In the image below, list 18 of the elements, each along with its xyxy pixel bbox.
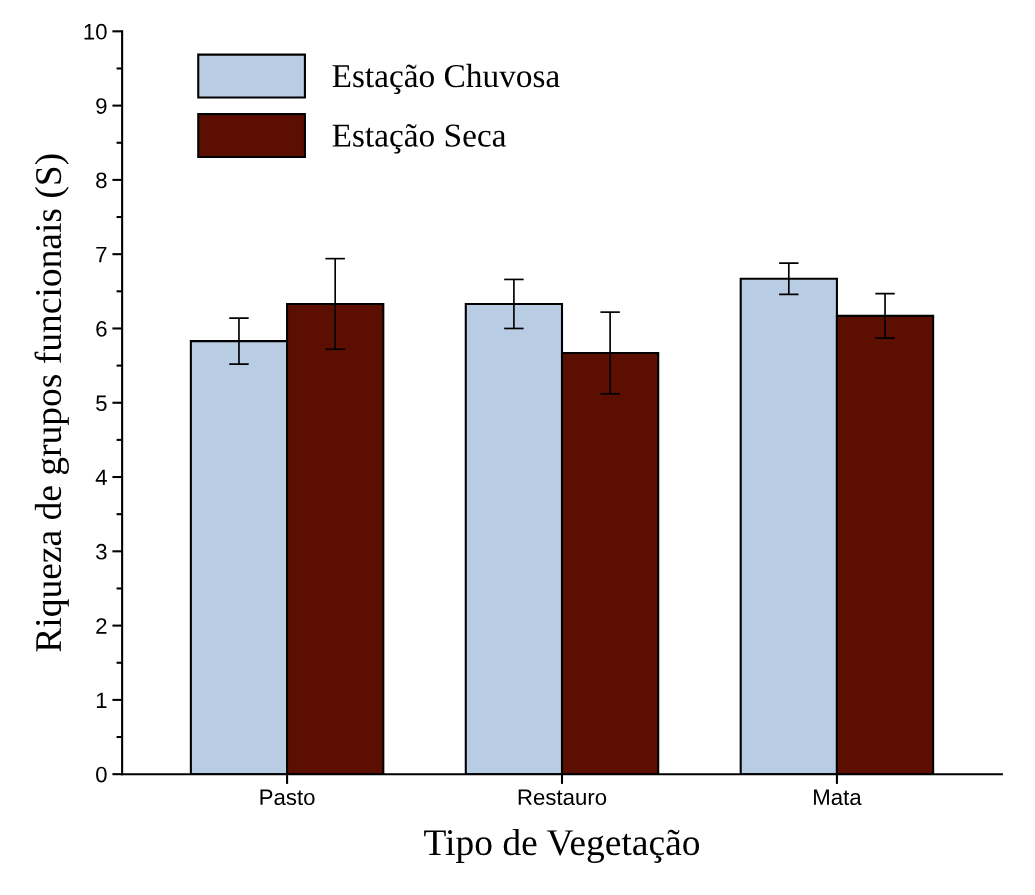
legend-label: Estação Chuvosa [332, 63, 560, 95]
y-tick-label: 5 [96, 395, 107, 412]
y-tick-label: 3 [96, 543, 107, 560]
x-axis-title: Tipo de Vegetação [424, 828, 700, 864]
y-tick-label: 8 [96, 172, 107, 189]
y-tick-label: 0 [96, 766, 107, 783]
y-tick-label: 1 [96, 692, 107, 708]
x-tick-label: Pasto [260, 789, 315, 806]
y-axis-title: Riqueza de grupos funcionais (S) [34, 154, 69, 652]
y-tick-label: 10 [84, 23, 107, 40]
x-tick-label: Mata [814, 789, 862, 806]
x-tick-label: Restauro [518, 789, 607, 806]
y-tick-label: 4 [95, 469, 107, 486]
y-tick-label: 2 [96, 618, 107, 634]
y-tick-label: 6 [96, 321, 107, 337]
legend-label: Estação Seca [332, 124, 507, 154]
y-tick-label: 7 [96, 246, 107, 263]
y-tick-label: 9 [96, 98, 107, 114]
